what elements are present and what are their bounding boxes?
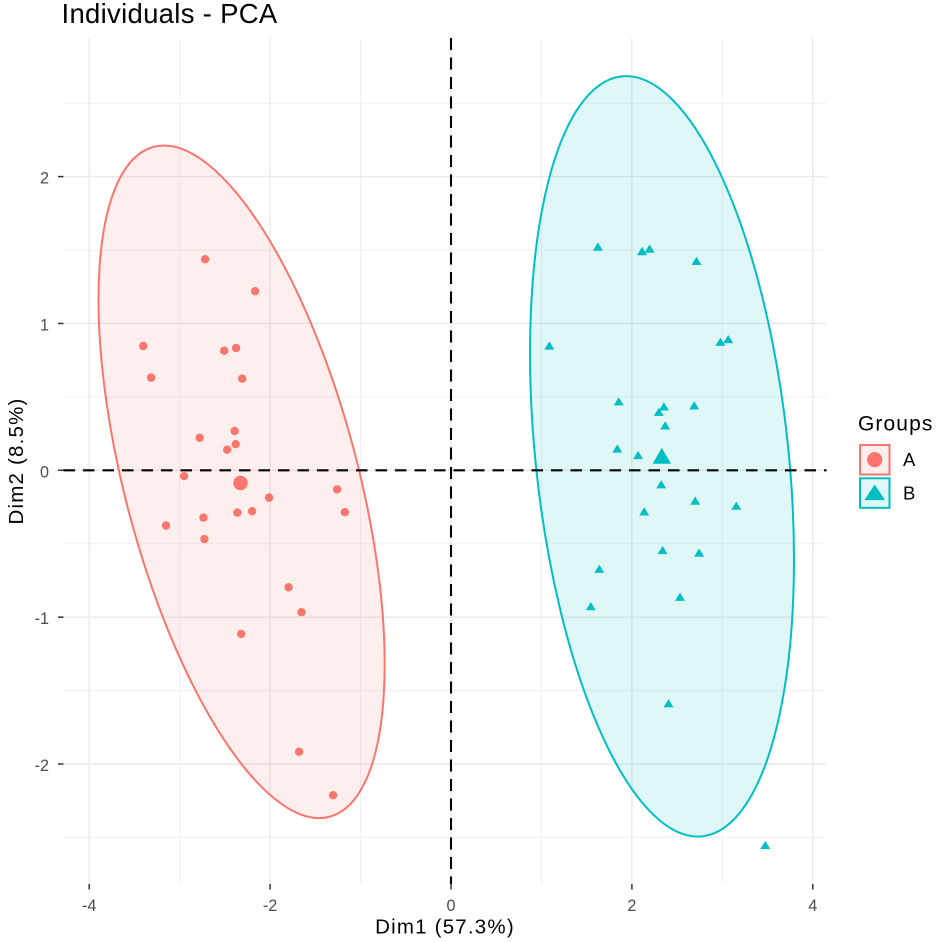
svg-text:Groups: Groups: [858, 413, 933, 436]
svg-text:Dim2 (8.5%): Dim2 (8.5%): [5, 397, 28, 524]
svg-text:-4: -4: [82, 897, 96, 915]
svg-text:-2: -2: [35, 757, 49, 775]
svg-text:-2: -2: [263, 897, 277, 915]
svg-text:2: 2: [627, 897, 636, 915]
svg-text:B: B: [903, 482, 915, 503]
svg-text:Dim1 (57.3%): Dim1 (57.3%): [375, 916, 515, 939]
svg-text:0: 0: [40, 463, 49, 481]
svg-text:1: 1: [40, 316, 49, 334]
svg-text:Individuals - PCA: Individuals - PCA: [62, 0, 278, 29]
svg-text:4: 4: [808, 897, 817, 915]
svg-text:2: 2: [40, 170, 49, 188]
svg-text:A: A: [903, 449, 916, 470]
svg-text:-1: -1: [35, 610, 49, 628]
svg-text:0: 0: [446, 897, 455, 915]
